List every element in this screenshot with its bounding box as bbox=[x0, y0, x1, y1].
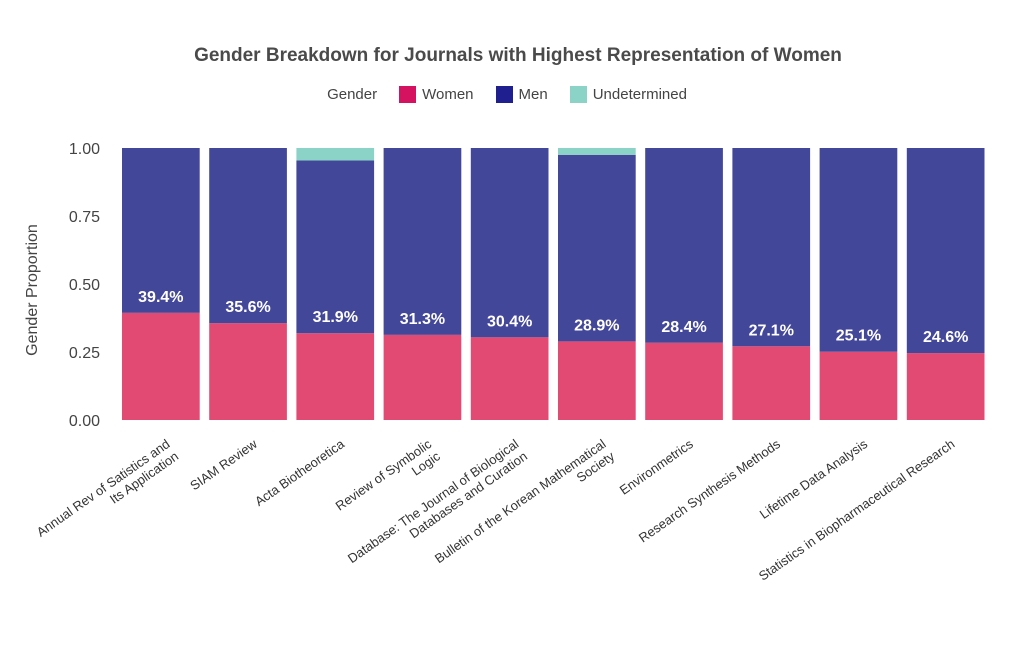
bar-men[interactable] bbox=[209, 148, 287, 324]
bar-data-label: 30.4% bbox=[487, 313, 532, 330]
y-tick-label: 0.25 bbox=[69, 345, 100, 362]
bar-women[interactable] bbox=[383, 334, 462, 420]
legend-item-women[interactable]: Women bbox=[399, 86, 474, 103]
legend-swatch-women bbox=[399, 86, 417, 103]
bar-men[interactable] bbox=[122, 148, 200, 313]
x-tick-label: SIAM Review bbox=[187, 436, 260, 493]
bar-men[interactable] bbox=[383, 148, 462, 335]
bars bbox=[122, 148, 985, 420]
bar-men[interactable] bbox=[732, 148, 811, 347]
y-tick-label: 0.50 bbox=[69, 277, 100, 294]
bar-women[interactable] bbox=[819, 351, 898, 420]
bar-undetermined[interactable] bbox=[558, 148, 636, 155]
legend-item-men[interactable]: Men bbox=[495, 86, 548, 103]
bar-women[interactable] bbox=[470, 337, 549, 420]
x-axis: Annual Rev of Satistics andIts Applicati… bbox=[34, 436, 958, 584]
bar-women[interactable] bbox=[732, 346, 811, 420]
legend: Gender Women Men Undetermined bbox=[0, 86, 1036, 103]
bar-women[interactable] bbox=[558, 341, 636, 420]
bar-women[interactable] bbox=[645, 342, 723, 420]
legend-item-undetermined[interactable]: Undetermined bbox=[569, 86, 687, 103]
bar-women[interactable] bbox=[209, 323, 287, 420]
x-tick-label: Research Synthesis Methods bbox=[636, 436, 784, 546]
bar-undetermined[interactable] bbox=[296, 148, 375, 161]
chart-title: Gender Breakdown for Journals with Highe… bbox=[194, 45, 842, 66]
bar-data-label: 24.6% bbox=[923, 329, 968, 346]
legend-label-men: Men bbox=[518, 86, 548, 103]
bar-men[interactable] bbox=[906, 148, 985, 354]
bar-data-label: 39.4% bbox=[138, 289, 183, 306]
bar-data-label: 31.9% bbox=[313, 309, 358, 326]
bar-men[interactable] bbox=[296, 160, 375, 334]
bar-men[interactable] bbox=[558, 154, 636, 342]
bar-data-label: 28.4% bbox=[661, 319, 706, 336]
bar-data-label: 27.1% bbox=[749, 322, 794, 339]
x-tick-label: Annual Rev of Satistics andIts Applicati… bbox=[34, 436, 181, 552]
bar-women[interactable] bbox=[296, 333, 375, 420]
bar-men[interactable] bbox=[819, 148, 898, 352]
y-axis: 0.00 0.25 0.50 0.75 1.00 bbox=[69, 141, 100, 430]
legend-title: Gender bbox=[327, 86, 378, 103]
legend-label-women: Women bbox=[422, 86, 474, 103]
bar-men[interactable] bbox=[470, 148, 549, 338]
bar-data-label: 25.1% bbox=[836, 328, 881, 345]
bar-men[interactable] bbox=[645, 148, 723, 343]
y-tick-label: 0.00 bbox=[69, 413, 100, 430]
x-tick-label: Acta Biotheoretica bbox=[252, 436, 348, 509]
x-tick-label: Statistics in Biopharmaceutical Research bbox=[756, 436, 958, 583]
legend-swatch-men bbox=[495, 86, 513, 103]
bar-data-label: 35.6% bbox=[225, 299, 270, 316]
bar-data-label: 31.3% bbox=[400, 311, 445, 328]
x-tick-label: Environmetrics bbox=[617, 436, 696, 498]
data-labels: 39.4% 35.6% 31.9% 31.3% 30.4% 28.9% 28.4% 27.1%… bbox=[138, 289, 968, 346]
y-tick-label: 0.75 bbox=[69, 209, 100, 226]
bar-data-label: 28.9% bbox=[574, 317, 619, 334]
bar-women[interactable] bbox=[906, 353, 985, 420]
legend-swatch-undetermined bbox=[569, 86, 587, 103]
y-tick-label: 1.00 bbox=[69, 141, 100, 158]
legend-label-undetermined: Undetermined bbox=[592, 86, 687, 103]
bar-women[interactable] bbox=[122, 312, 200, 420]
